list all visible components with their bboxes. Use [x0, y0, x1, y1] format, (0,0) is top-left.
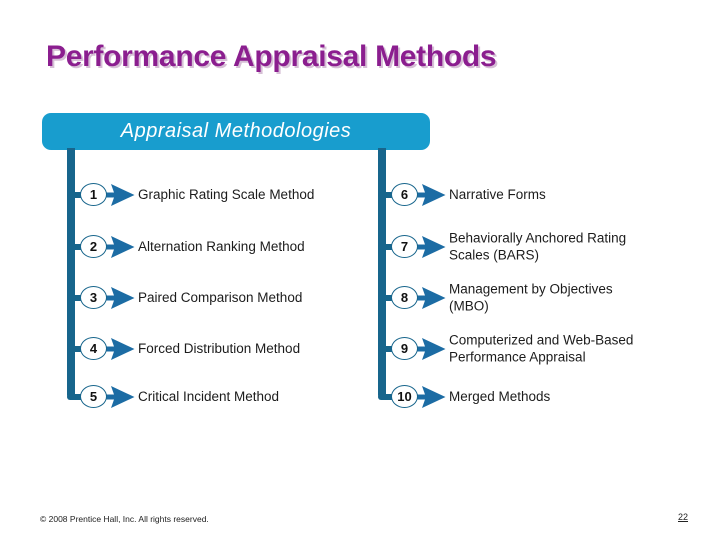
arrow-icon [416, 386, 446, 408]
connector-stub [378, 346, 395, 352]
item-number-badge: 3 [80, 286, 107, 309]
arrow-icon [416, 236, 446, 258]
item-label: Critical Incident Method [138, 388, 280, 404]
method-item-8: 8 Management by Objectives (MBO) [378, 282, 678, 313]
appraisal-methodologies-box: Appraisal Methodologies [42, 113, 430, 150]
method-item-1: 1 Graphic Rating Scale Method [67, 182, 367, 208]
connector-stub [378, 394, 395, 400]
item-number-badge: 9 [391, 337, 418, 360]
arrow-icon [416, 184, 446, 206]
copyright-text: © 2008 Prentice Hall, Inc. All rights re… [40, 514, 209, 524]
method-item-7: 7 Behaviorally Anchored Rating Scales (B… [378, 231, 678, 262]
arrow-icon [105, 386, 135, 408]
item-label: Computerized and Web-Based Performance A… [449, 332, 634, 365]
item-number-badge: 2 [80, 235, 107, 258]
item-number-badge: 6 [391, 183, 418, 206]
item-label: Forced Distribution Method [138, 340, 301, 356]
item-label: Narrative Forms [449, 186, 546, 202]
method-item-9: 9 Computerized and Web-Based Performance… [378, 333, 678, 364]
item-label: Alternation Ranking Method [138, 238, 305, 254]
connector-line-right [378, 148, 386, 400]
item-label: Behaviorally Anchored Rating Scales (BAR… [449, 230, 627, 263]
item-label: Paired Comparison Method [138, 289, 303, 305]
item-label: Management by Objectives (MBO) [449, 281, 613, 314]
page-title: Performance Appraisal Methods [46, 40, 497, 73]
connector-stub [378, 295, 395, 301]
connector-stub [378, 192, 395, 198]
item-number-badge: 8 [391, 286, 418, 309]
connector-stub [67, 295, 84, 301]
connector-stub [67, 346, 84, 352]
arrow-icon [416, 338, 446, 360]
item-label: Graphic Rating Scale Method [138, 186, 315, 202]
arrow-icon [105, 236, 135, 258]
item-number-badge: 5 [80, 385, 107, 408]
item-number-badge: 1 [80, 183, 107, 206]
item-label: Merged Methods [449, 388, 551, 404]
method-item-5: 5 Critical Incident Method [67, 384, 367, 410]
method-item-6: 6 Narrative Forms [378, 182, 678, 208]
method-item-4: 4 Forced Distribution Method [67, 336, 367, 362]
arrow-icon [105, 184, 135, 206]
connector-stub [67, 394, 84, 400]
connector-stub [67, 244, 84, 250]
item-number-badge: 7 [391, 235, 418, 258]
method-item-3: 3 Paired Comparison Method [67, 285, 367, 311]
arrow-icon [105, 338, 135, 360]
header-box-label: Appraisal Methodologies [120, 120, 352, 142]
connector-stub [67, 192, 84, 198]
page-number: 22 [678, 512, 689, 522]
arrow-icon [416, 287, 446, 309]
connector-stub [378, 244, 395, 250]
connector-line-left [67, 148, 75, 400]
arrow-icon [105, 287, 135, 309]
item-number-badge: 4 [80, 337, 107, 360]
method-item-2: 2 Alternation Ranking Method [67, 234, 367, 260]
item-number-badge: 10 [391, 385, 418, 408]
method-item-10: 10 Merged Methods [378, 384, 678, 410]
